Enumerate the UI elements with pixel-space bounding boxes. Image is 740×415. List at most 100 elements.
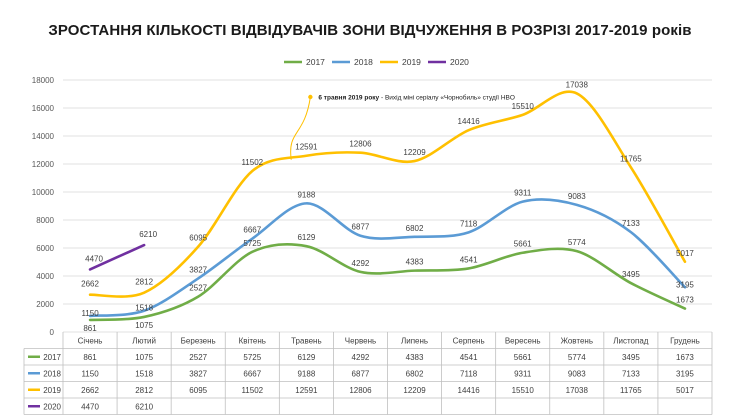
- table-series-name: 2020: [43, 402, 61, 411]
- x-tick-label: Лютий: [132, 337, 156, 346]
- data-table: Січень Лютий Березень Квітень Травень Червень…: [23, 332, 713, 415]
- table-cell: 11502: [241, 386, 263, 395]
- table-cell: 1518: [135, 369, 153, 378]
- x-tick-label: Грудень: [670, 337, 700, 346]
- data-label: 861: [83, 324, 97, 333]
- table-series-name: 2017: [43, 353, 61, 362]
- data-label: 3827: [189, 265, 207, 274]
- data-label: 5017: [676, 249, 694, 258]
- data-label: 11502: [241, 158, 263, 167]
- table-cell: 1673: [676, 353, 694, 362]
- data-label: 1673: [676, 296, 694, 305]
- data-label: 4292: [352, 259, 370, 268]
- data-label: 4470: [85, 254, 103, 263]
- table-cell: 7118: [460, 369, 478, 378]
- y-tick-label: 14000: [32, 132, 55, 141]
- table-cell: 9311: [514, 369, 532, 378]
- table-cell: 6210: [135, 402, 153, 411]
- table-cell: 2527: [189, 353, 207, 362]
- data-label: 6129: [297, 233, 315, 242]
- legend-label: 2018: [354, 57, 373, 67]
- table-cell: 9083: [568, 369, 586, 378]
- table-cell: 3495: [622, 353, 640, 362]
- x-tick-label: Жовтень: [561, 337, 593, 346]
- table-cell: 15510: [512, 386, 535, 395]
- data-label: 1518: [135, 304, 153, 313]
- table-cell: 12806: [349, 386, 372, 395]
- table-cell: 7133: [622, 369, 640, 378]
- x-tick-label: Травень: [291, 337, 322, 346]
- data-label: 1075: [135, 321, 153, 330]
- series-line-2018: [88, 198, 687, 318]
- data-label: 6802: [406, 224, 424, 233]
- data-label: 2662: [81, 280, 99, 289]
- data-label: 5661: [514, 240, 532, 249]
- table-cell: 17038: [566, 386, 589, 395]
- table-cell: 1075: [135, 353, 153, 362]
- data-label: 7118: [460, 219, 478, 228]
- series-line-2017: [88, 243, 687, 322]
- table-cell: 14416: [458, 386, 481, 395]
- data-label: 12591: [295, 143, 318, 152]
- data-label: 1150: [81, 309, 99, 318]
- annotation-leader: [290, 96, 311, 160]
- data-labels: 861 1075 2527 5725 6129 4292 4383 4541 5661 5774 3…: [81, 80, 694, 332]
- y-tick-label: 10000: [32, 188, 55, 197]
- data-label: 3195: [676, 280, 694, 289]
- table-cell: 6095: [189, 386, 207, 395]
- table-cell: 6802: [406, 369, 424, 378]
- table-cell: 6129: [297, 353, 315, 362]
- data-label: 12209: [403, 148, 426, 157]
- x-tick-label: Червень: [345, 337, 376, 346]
- data-label: 6210: [139, 230, 157, 239]
- table-cell: 1150: [81, 369, 99, 378]
- annotation-body: - Вихід міні серіалу «Чорнобиль» студії …: [379, 94, 515, 102]
- table-cell: 5661: [514, 353, 532, 362]
- data-label: 2527: [189, 284, 207, 293]
- table-cell: 3195: [676, 369, 694, 378]
- y-tick-label: 16000: [32, 104, 55, 113]
- table-series-name: 2018: [43, 369, 61, 378]
- legend-label: 2019: [402, 57, 421, 67]
- table-cell: 2662: [81, 386, 99, 395]
- x-tick-label: Серпень: [453, 337, 485, 346]
- data-label: 6667: [243, 226, 261, 235]
- x-tick-label: Листопад: [613, 337, 649, 346]
- table-cell: 5725: [243, 353, 261, 362]
- y-axis: 0 2000 4000 6000 8000 10000 12000 14000 16000 180…: [32, 76, 55, 337]
- data-label: 9311: [514, 189, 532, 198]
- data-label: 9188: [297, 190, 315, 199]
- chart-title: ЗРОСТАННЯ КІЛЬКОСТІ ВІДВІДУВАЧІВ ЗОНИ ВІ…: [48, 22, 692, 39]
- table-cell: 4292: [352, 353, 370, 362]
- table-cell: 4541: [460, 353, 478, 362]
- y-tick-label: 4000: [36, 272, 54, 281]
- annotation-date: 6 травня 2019 року: [318, 95, 379, 102]
- annotation-dot: [308, 94, 313, 100]
- x-tick-label: Вересень: [505, 337, 541, 346]
- table-cell: 12591: [295, 386, 318, 395]
- data-label: 11765: [620, 154, 642, 163]
- y-tick-label: 6000: [36, 244, 54, 253]
- y-tick-label: 18000: [32, 76, 55, 85]
- table-series-name: 2019: [43, 386, 61, 395]
- table-cell: 6667: [243, 369, 261, 378]
- table-cell: 4383: [406, 353, 424, 362]
- annotation: 6 травня 2019 року - Вихід міні серіалу …: [290, 94, 515, 160]
- x-tick-label: Січень: [78, 337, 103, 346]
- data-label: 5774: [568, 238, 586, 247]
- table-cell: 5774: [568, 353, 586, 362]
- table-cell: 9188: [297, 369, 315, 378]
- data-label: 17038: [566, 80, 589, 89]
- y-tick-label: 12000: [32, 160, 55, 169]
- table-cell: 3827: [189, 369, 207, 378]
- data-label: 6095: [189, 234, 207, 243]
- y-tick-label: 2000: [36, 300, 54, 309]
- x-tick-label: Квітень: [239, 337, 266, 346]
- x-tick-label: Березень: [181, 337, 216, 346]
- data-label: 9083: [568, 192, 586, 201]
- table-cell: 861: [83, 353, 97, 362]
- data-label: 6877: [352, 223, 370, 232]
- table-cell: 4470: [81, 402, 99, 411]
- data-label: 2812: [135, 278, 153, 287]
- data-label: 15510: [512, 102, 535, 111]
